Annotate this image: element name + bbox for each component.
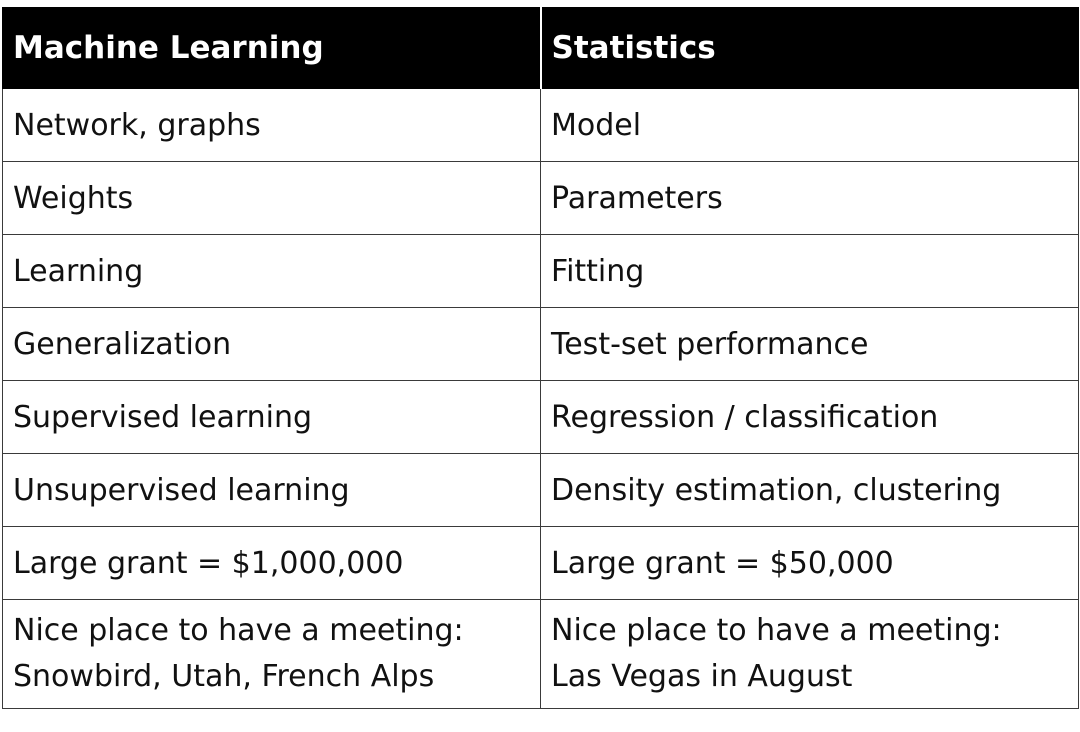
header-machine-learning: Machine Learning	[2, 7, 541, 89]
stats-term-cell: Parameters	[540, 161, 1079, 235]
ml-term-cell: Nice place to have a meeting: Snowbird, …	[2, 599, 541, 709]
stats-term-cell: Test-set performance	[540, 307, 1079, 381]
table-row: Learning Fitting	[2, 234, 1079, 308]
table-row: Large grant = $1,000,000 Large grant = $…	[2, 526, 1079, 600]
ml-term-cell: Weights	[2, 161, 541, 235]
ml-term-cell: Unsupervised learning	[2, 453, 541, 527]
stats-term-cell: Regression / classification	[540, 380, 1079, 454]
stats-term-cell: Model	[540, 88, 1079, 162]
table-row: Unsupervised learning Density estimation…	[2, 453, 1079, 527]
ml-term-cell: Generalization	[2, 307, 541, 381]
table-row: Generalization Test-set performance	[2, 307, 1079, 381]
ml-term-cell: Network, graphs	[2, 88, 541, 162]
stats-term-cell: Nice place to have a meeting: Las Vegas …	[540, 599, 1079, 709]
table-row: Network, graphs Model	[2, 88, 1079, 162]
ml-vs-statistics-table: Machine Learning Statistics Network, gra…	[2, 7, 1079, 709]
comparison-table-container: Machine Learning Statistics Network, gra…	[2, 7, 1079, 709]
ml-term-cell: Supervised learning	[2, 380, 541, 454]
ml-term-cell: Learning	[2, 234, 541, 308]
table-row: Weights Parameters	[2, 161, 1079, 235]
stats-term-cell: Large grant = $50,000	[540, 526, 1079, 600]
table-row: Supervised learning Regression / classif…	[2, 380, 1079, 454]
table-row: Nice place to have a meeting: Snowbird, …	[2, 599, 1079, 709]
stats-term-cell: Fitting	[540, 234, 1079, 308]
ml-term-cell: Large grant = $1,000,000	[2, 526, 541, 600]
table-header-row: Machine Learning Statistics	[2, 7, 1079, 89]
header-statistics: Statistics	[539, 7, 1079, 89]
stats-term-cell: Density estimation, clustering	[540, 453, 1079, 527]
